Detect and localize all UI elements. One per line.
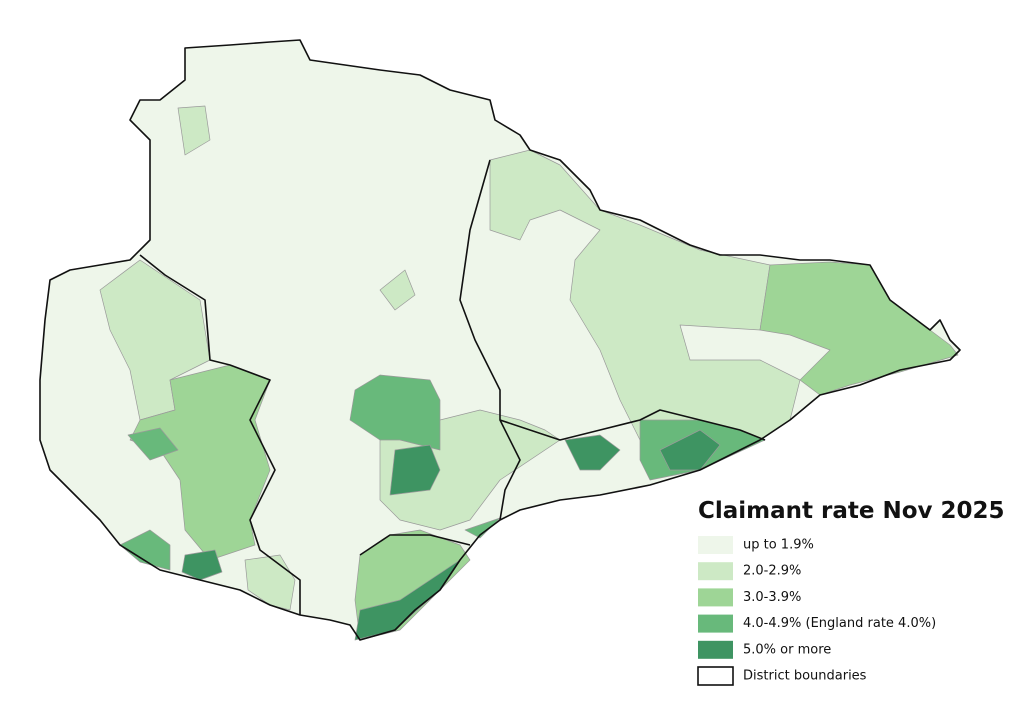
area-band-4 [349,374,441,451]
legend-label: 3.0-3.9% [743,590,801,605]
district-boundary [359,534,471,556]
area-band-2 [177,105,211,156]
legend-swatch [698,640,733,659]
area-band-5 [181,549,223,581]
area-band-5 [389,444,441,496]
map-regions [39,39,961,641]
district-boundary [139,254,301,615]
legend-swatch [698,588,733,607]
legend-swatch [697,666,734,686]
area-band-5 [564,434,621,471]
legend-swatch [698,614,733,633]
area-band-2 [379,269,416,311]
legend-label: up to 1.9% [743,538,814,553]
legend-label: District boundaries [743,669,867,684]
area-band-2 [244,554,296,611]
area-band-4 [119,529,171,571]
legend-label: 2.0-2.9% [743,564,801,579]
legend: Claimant rate Nov 2025 up to 1.9% 2.0-2.9… [697,498,1005,686]
legend-label: 4.0-4.9% (England rate 4.0%) [743,616,936,631]
area-band-4 [127,427,179,461]
legend-swatch [698,536,733,554]
legend-title: Claimant rate Nov 2025 [698,498,1005,524]
county-boundary [39,39,961,641]
legend-swatch [698,562,733,581]
district-boundary [499,419,521,521]
district-boundary [459,159,766,441]
area-band-5 [659,429,721,471]
district-boundaries [39,39,961,641]
legend-label: 5.0% or more [743,642,831,657]
